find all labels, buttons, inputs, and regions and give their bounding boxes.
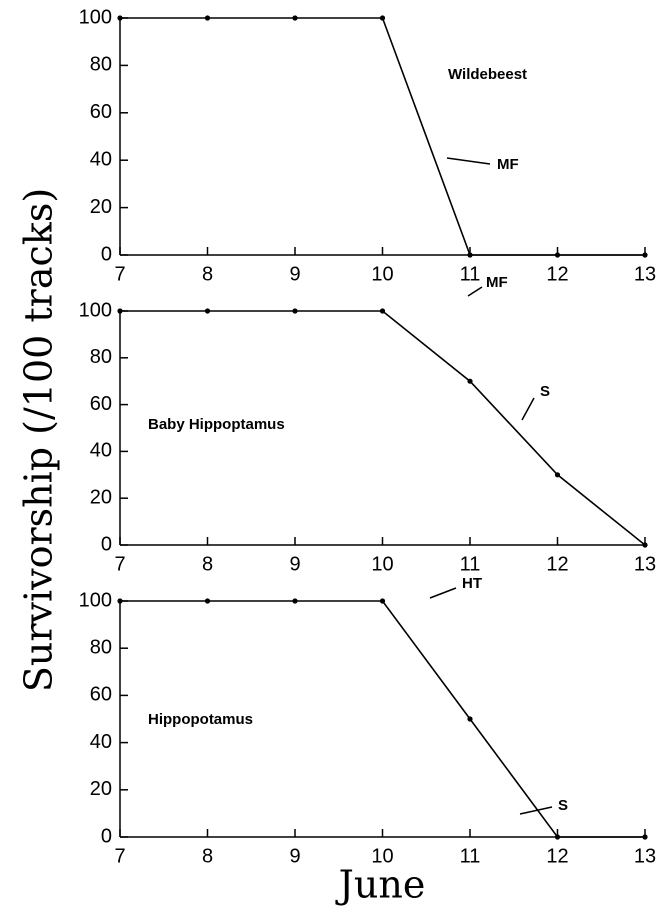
x-axis-label: June	[335, 863, 426, 907]
data-point	[642, 252, 648, 258]
x-tick-label: 7	[114, 553, 125, 575]
y-tick-label: 80	[90, 636, 112, 658]
x-tick-label: 13	[634, 845, 656, 867]
data-point	[379, 308, 386, 314]
y-tick-label: 60	[90, 393, 112, 415]
data-point	[554, 472, 561, 478]
y-tick-label: 0	[101, 243, 112, 265]
leader-line	[429, 587, 457, 599]
annotation: MF	[486, 274, 508, 291]
x-tick-label: 12	[546, 263, 568, 285]
x-tick-label: 8	[202, 263, 213, 285]
y-tick-label: 20	[90, 778, 112, 800]
x-tick-label: 10	[371, 553, 393, 575]
y-tick-label: 0	[101, 533, 112, 555]
y-tick-label: 60	[90, 684, 112, 706]
series-line	[120, 17, 645, 256]
y-tick-label: 20	[90, 486, 112, 508]
data-point	[292, 598, 298, 604]
annotation: S	[558, 797, 568, 814]
annotation: MF	[497, 156, 519, 173]
annotation: Hippopotamus	[148, 711, 253, 728]
x-tick-label: 9	[289, 553, 300, 575]
x-tick-label: 13	[634, 553, 656, 575]
x-tick-label: 13	[634, 263, 656, 285]
data-point	[467, 716, 473, 722]
x-tick-label: 11	[460, 263, 481, 285]
data-point	[554, 252, 561, 258]
data-point	[467, 378, 473, 384]
x-tick-label: 10	[371, 263, 393, 285]
data-point	[204, 15, 211, 21]
annotation: Baby Hippoptamus	[148, 416, 285, 433]
y-tick-label: 20	[90, 196, 112, 218]
x-tick-label: 11	[460, 553, 481, 575]
annotation: Wildebeest	[448, 66, 527, 83]
x-tick-label: 7	[114, 263, 125, 285]
data-point	[642, 542, 648, 548]
annotation: S	[540, 383, 550, 400]
leader-line	[446, 157, 491, 165]
data-point	[204, 598, 211, 604]
x-tick-label: 10	[371, 845, 393, 867]
y-tick-label: 80	[90, 54, 112, 76]
y-tick-label: 0	[101, 825, 112, 847]
y-tick-label: 40	[90, 440, 112, 462]
leader-line	[467, 286, 483, 297]
data-point	[379, 15, 386, 21]
x-tick-label: 11	[460, 845, 481, 867]
leader-lines	[429, 157, 553, 815]
data-point	[379, 598, 386, 604]
data-point	[467, 252, 473, 258]
data-point	[117, 308, 123, 314]
y-axis-label: Survivorship (/100 tracks)	[17, 188, 61, 692]
x-tick-label: 12	[546, 553, 568, 575]
y-tick-label: 40	[90, 731, 112, 753]
x-tick-label: 12	[546, 845, 568, 867]
x-tick-label: 9	[289, 263, 300, 285]
data-point	[117, 15, 123, 21]
data-point	[204, 308, 211, 314]
x-tick-label: 9	[289, 845, 300, 867]
x-tick-label: 8	[202, 845, 213, 867]
data-point	[117, 598, 123, 604]
annotation: HT	[462, 575, 482, 592]
y-tick-label: 100	[79, 589, 112, 611]
y-tick-label: 100	[79, 6, 112, 28]
x-tick-label: 7	[114, 845, 125, 867]
data-point	[292, 15, 298, 21]
y-tick-label: 60	[90, 101, 112, 123]
y-tick-label: 40	[90, 148, 112, 170]
data-point	[554, 834, 561, 840]
y-tick-label: 100	[79, 299, 112, 321]
leader-line	[519, 806, 553, 815]
data-point	[292, 308, 298, 314]
leader-line	[521, 397, 535, 421]
y-tick-label: 80	[90, 346, 112, 368]
data-point	[642, 834, 648, 840]
x-tick-label: 8	[202, 553, 213, 575]
